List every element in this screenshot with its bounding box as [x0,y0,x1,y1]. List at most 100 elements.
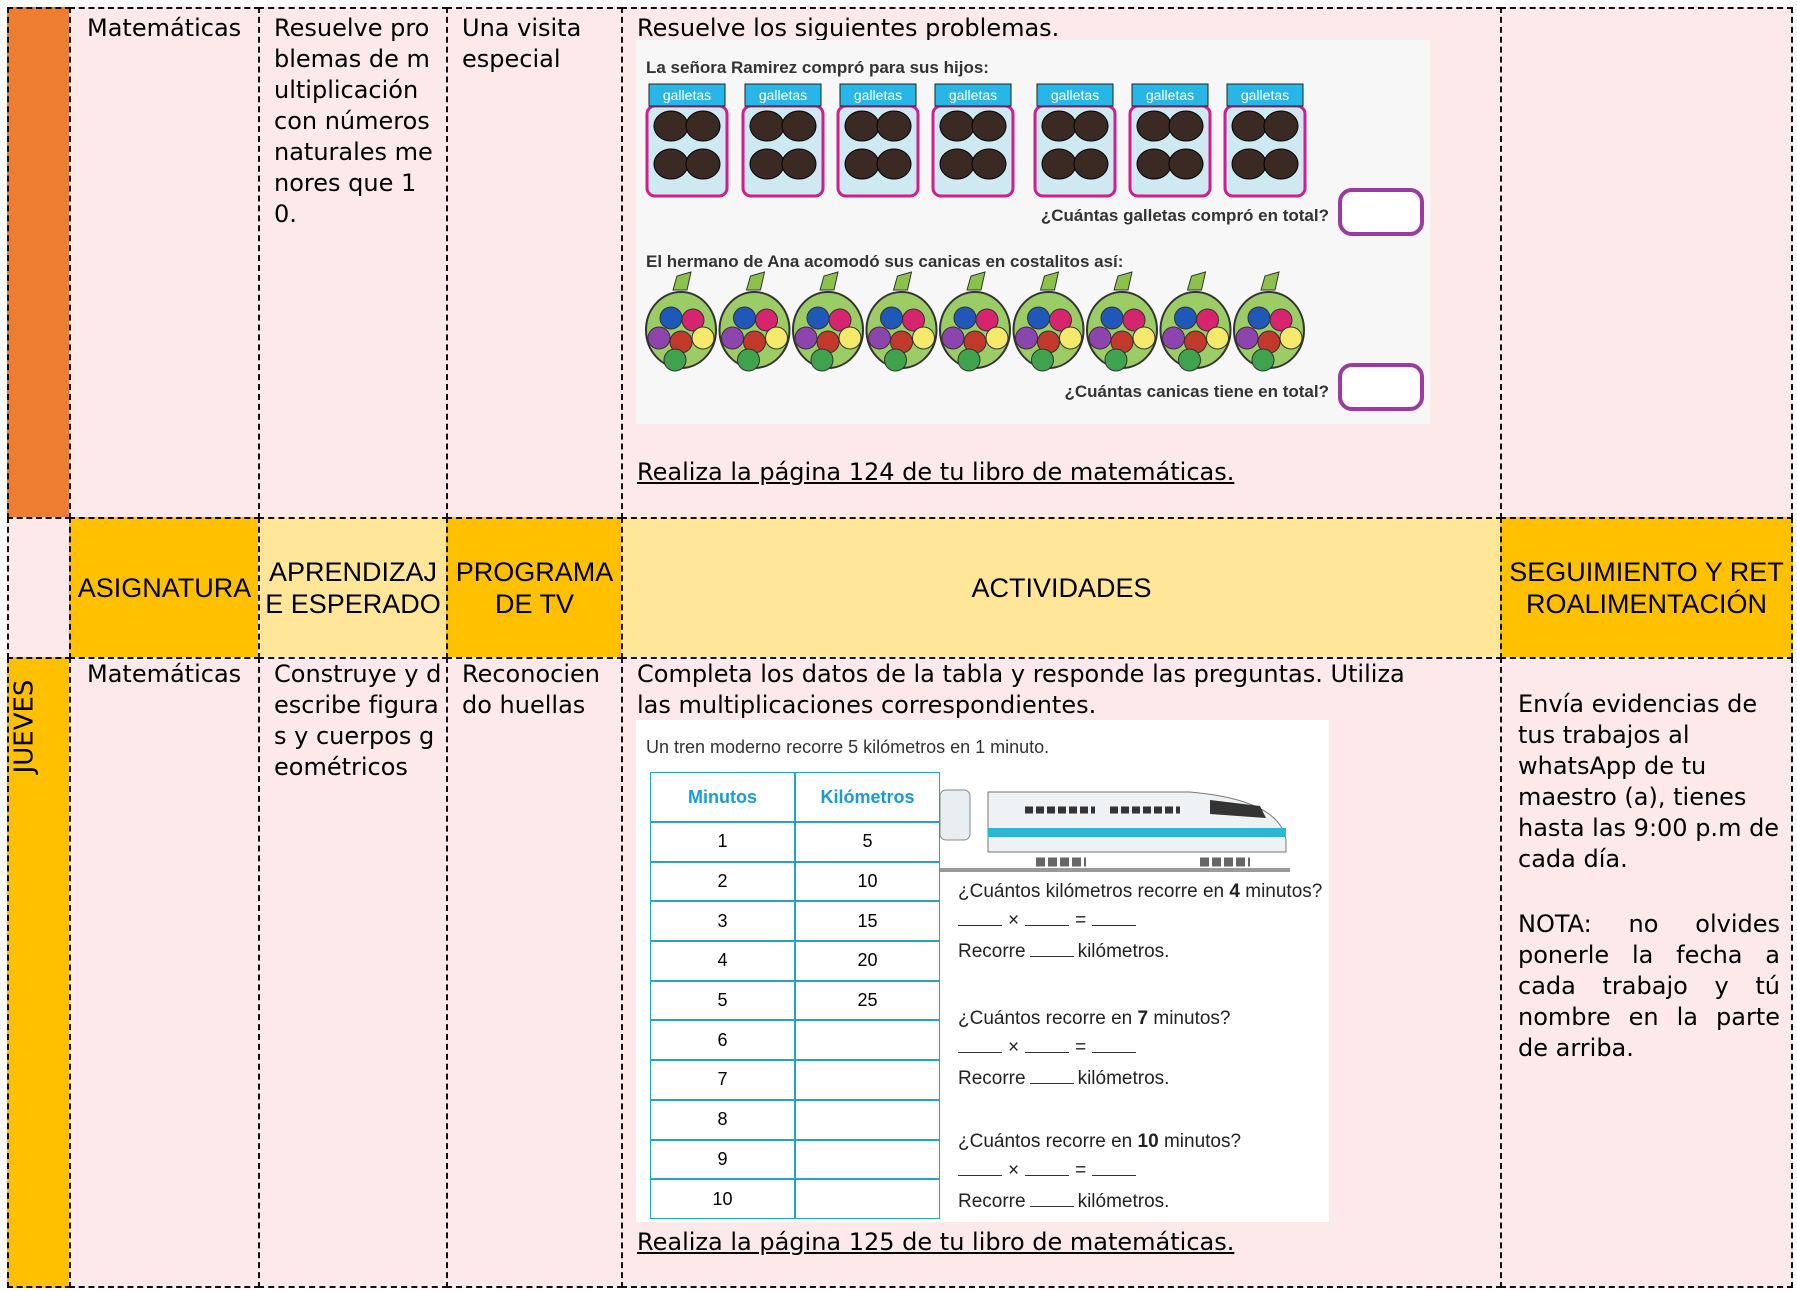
feedback-note: NOTA: no olvides ponerle la fecha a cada… [1518,910,1780,1062]
table-row: 10 [650,1179,940,1219]
jar-label: galletas [853,87,903,103]
header-cell: Minutos [650,772,795,822]
cookie [781,110,817,142]
worksheet-art [645,83,1307,372]
marble [1132,326,1156,350]
jar-label: galletas [1145,87,1195,103]
cookie [971,148,1007,180]
blank [1029,1206,1074,1207]
marble [1015,326,1038,350]
subject: Matemáticas [87,660,242,688]
marble [941,326,965,350]
book-link[interactable]: Realiza la página 124 de tu libro de mat… [637,458,1235,486]
times-sign: × [1008,1037,1020,1058]
book-link[interactable]: Realiza la página 125 de tu libro de mat… [637,1228,1235,1256]
marble [794,326,818,350]
times-sign: × [1008,910,1020,931]
header-cell: Kilómetros [795,772,940,822]
cookie [939,110,975,142]
blank [1029,956,1074,957]
cell: Una visita especial [446,7,623,519]
marble [721,326,744,350]
jar-lid [744,83,822,107]
header-learning: APRENDIZAJE ESPERADO [258,517,448,659]
table-row: 8 [650,1099,940,1140]
km-cell [795,1139,940,1180]
km-table: Minutos Kilómetros 1 5 2 10 3 15 4 20 5 25 6 7 8 9 10 [650,772,940,1219]
question-number: 4 [1229,881,1240,902]
minutes-cell: 8 [650,1099,795,1140]
jar-lid [1036,83,1114,107]
header-feedback: SEGUIMIENTO Y RETROALIMENTACIÓN [1500,517,1793,659]
answer-line: Recorre kilómetros. [958,1186,1169,1217]
cookie [1231,110,1267,142]
answer-text: Recorre [958,941,1026,962]
blank [1025,1052,1070,1053]
marble [880,306,903,330]
marble [1122,308,1146,332]
minutes-cell: 3 [650,901,795,942]
jar-label: galletas [1050,87,1100,103]
cell: Resuelve los siguientes problemas. La se… [621,7,1502,519]
km-cell: 5 [795,822,940,862]
cookie [653,110,689,142]
marble [902,308,925,332]
marble [1104,348,1128,372]
marble [884,348,907,372]
blank [1025,925,1070,926]
table-row: 9 [650,1139,940,1180]
answer-text: kilómetros. [1077,1068,1170,1089]
marble [733,306,756,330]
blank [958,925,1002,926]
cookie [1136,110,1172,142]
marble [828,308,852,332]
question: ¿Cuántos kilómetros recorre en 4 minutos… [958,876,1322,907]
cell: Matemáticas [69,7,260,519]
minutes-cell: 9 [650,1139,795,1180]
km-cell: 15 [795,901,940,942]
jar-lid [839,83,917,107]
train-car [940,789,971,841]
train-window [1210,800,1266,818]
day-label: JUEVES [9,679,40,774]
equals-sign: = [1075,1037,1087,1058]
minutes-cell: 4 [650,941,795,981]
header-activities: ACTIVIDADES [621,517,1502,659]
activity-intro: Resuelve los siguientes problemas. [637,14,1060,42]
km-cell [795,1179,940,1219]
km-cell: 25 [795,980,940,1021]
marble [1027,306,1050,330]
cookie [844,148,880,180]
worksheet-question: ¿Cuántas galletas compró en total? [1040,206,1329,225]
marble [806,306,830,330]
cookie [1136,148,1172,180]
learning: Resuelve problemas de multiplicación con… [274,14,433,228]
times-sign: × [1008,1160,1020,1181]
cookie [1168,148,1204,180]
marble [985,326,1009,350]
cell: Construye y describe figuras y cuerpos g… [258,657,448,1288]
minutes-cell: 6 [650,1020,795,1061]
marble [1031,348,1054,372]
minutes-cell: 2 [650,861,795,902]
table-row: 2 10 [650,861,940,902]
worksheet-question: ¿Cuántas canicas tiene en total? [1064,382,1329,401]
jar-label: galletas [1240,87,1290,103]
cell: Reconociendo huellas [446,657,623,1288]
cell [1500,7,1793,519]
cell [7,517,71,659]
blank [1092,1052,1137,1053]
train-image [940,789,1290,872]
cookie [1263,110,1299,142]
cookie [1168,110,1204,142]
cookie [971,110,1007,142]
day-cell: JUEVES [7,657,71,1288]
blank [1092,1175,1137,1176]
km-cell: 10 [795,861,940,902]
answer-line: Recorre kilómetros. [958,936,1169,967]
cookie [844,110,880,142]
answer-line: Recorre kilómetros. [958,1063,1169,1094]
train-body [987,791,1287,853]
marble [1178,348,1201,372]
